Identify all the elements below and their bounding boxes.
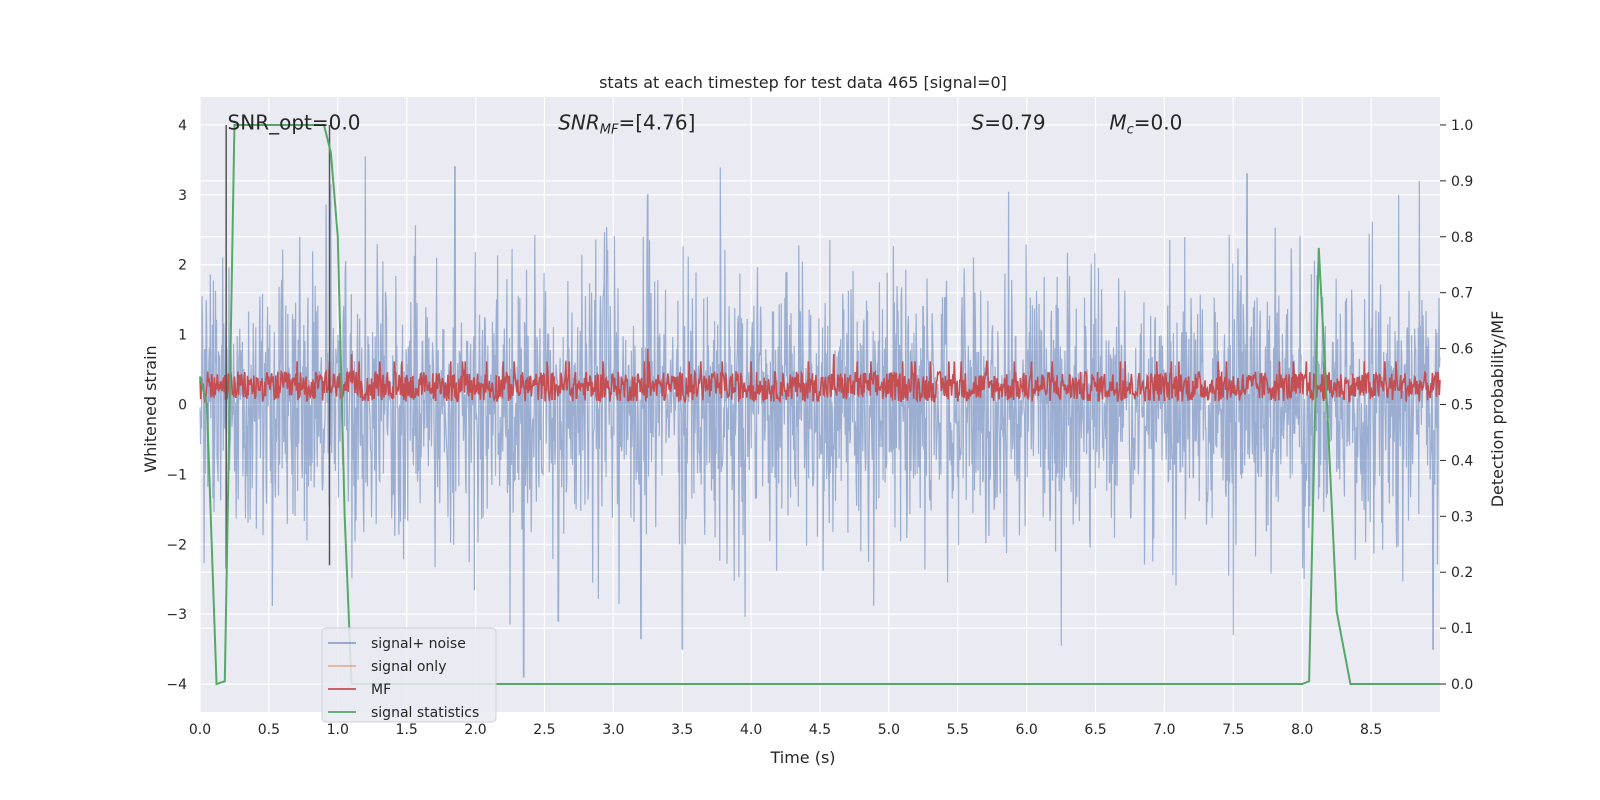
x-axis-label: Time (s) [769,748,835,767]
annotations: SNR_opt=0.0 SNRMF=[4.76] S=0.79 Mc=0.0 [228,110,1183,137]
series-signal-noise [199,156,1441,678]
x-tick-label-4: 2.0 [464,722,486,738]
y-tick-label-right-3: 0.3 [1451,509,1473,525]
y-tick-label-6: 2 [178,258,187,274]
y-tick-label-right-6: 0.6 [1451,342,1473,358]
series-mf [199,348,1441,404]
x-tick-label-7: 3.5 [671,722,693,738]
y-tick-label-right-2: 0.2 [1451,565,1473,581]
y-tick-label-right-7: 0.7 [1451,286,1473,302]
x-tick-label-10: 5.0 [878,722,900,738]
y-axis-left: −4 −3 −2 −1 0 1 2 3 4 [166,118,187,693]
legend-label-1: signal only [371,659,446,675]
line-mf [199,348,1441,404]
y-tick-label-right-1: 0.1 [1451,621,1473,637]
y-tick-label-4: 0 [178,398,187,414]
annotation-0: SNR_opt=0.0 [228,110,361,134]
legend-label-0: signal+ noise [371,636,466,652]
annotation-3: Mc=0.0 [1109,110,1182,137]
y-tick-label-right-10: 1.0 [1451,118,1473,134]
x-tick-label-5: 2.5 [533,722,555,738]
x-tick-label-8: 4.0 [740,722,762,738]
legend-box [321,627,497,723]
x-tick-label-1: 0.5 [258,722,280,738]
chart-title: stats at each timestep for test data 465… [599,73,1007,92]
x-tick-label-11: 5.5 [947,722,969,738]
x-tick-label-2: 1.0 [327,722,349,738]
x-tick-label-12: 6.0 [1016,722,1038,738]
vertical-markers [225,124,331,569]
y-tick-label-right-8: 0.8 [1451,230,1473,246]
y-tick-label-1: −3 [166,607,187,623]
x-tick-label-16: 8.0 [1291,722,1313,738]
x-axis: 0.0 0.5 1.0 1.5 2.0 2.5 3.0 3.5 4.0 4.5 5.0 5.5 6.0 6… [189,722,1382,738]
annotation-2: S=0.79 [972,110,1046,134]
legend-label-3: signal statistics [371,705,479,721]
y-tick-label-3: −1 [166,467,187,483]
y-tick-label-0: −4 [166,677,187,693]
y-tick-label-2: −2 [166,537,187,553]
y-tick-label-right-0: 0.0 [1451,677,1473,693]
y-tick-label-7: 3 [178,188,187,204]
x-tick-label-0: 0.0 [189,722,211,738]
legend: signal+ noise signal only MF signal statist… [321,627,497,723]
y-tick-label-right-4: 0.4 [1451,453,1473,469]
legend-label-2: MF [371,682,391,698]
y-axis-label-right: Detection probability/MF [1488,311,1507,508]
y-tick-label-8: 4 [178,118,187,134]
x-tick-label-14: 7.0 [1153,722,1175,738]
y-axis-right: 0.0 0.1 0.2 0.3 0.4 0.5 0.6 0.7 0.8 0.9 1.0 [1440,118,1473,693]
y-tick-label-5: 1 [178,328,187,344]
x-tick-label-6: 3.0 [602,722,624,738]
x-tick-label-15: 7.5 [1222,722,1244,738]
x-tick-label-3: 1.5 [396,722,418,738]
x-tick-label-9: 4.5 [809,722,831,738]
line-signal-noise [199,156,1441,678]
y-axis-label: Whitened strain [141,345,160,472]
annotation-1: SNRMF=[4.76] [558,110,695,137]
y-tick-label-right-5: 0.5 [1451,398,1473,414]
x-tick-label-13: 6.5 [1084,722,1106,738]
x-tick-label-17: 8.5 [1360,722,1382,738]
y-tick-label-right-9: 0.9 [1451,174,1473,190]
